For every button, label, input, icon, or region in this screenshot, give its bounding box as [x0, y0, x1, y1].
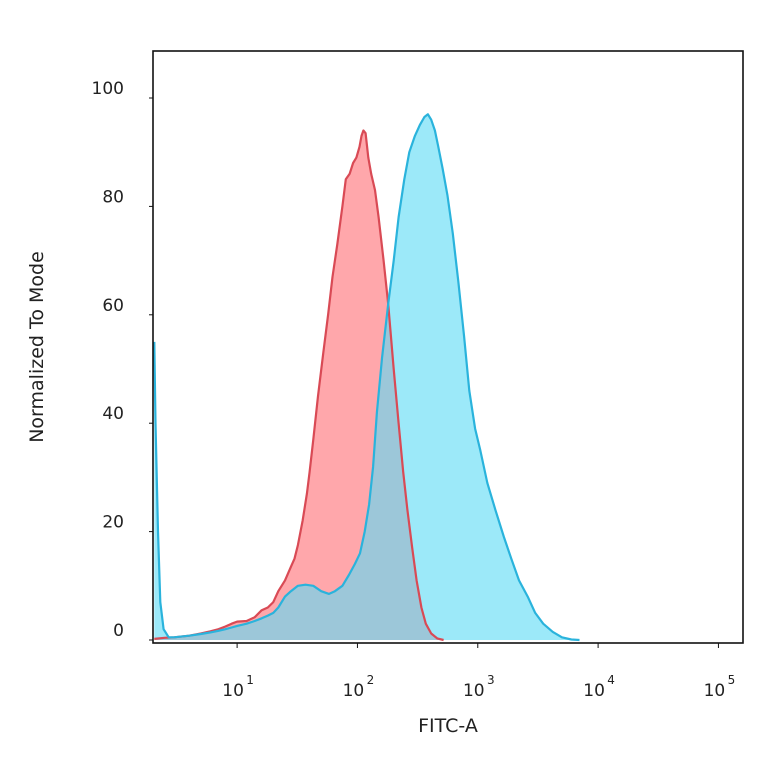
series-layer	[153, 113, 580, 642]
x-axis-label: FITC-A	[418, 715, 478, 737]
x-tick-label: 10	[583, 681, 605, 701]
y-tick-label: 100	[92, 79, 124, 99]
y-axis-label: Normalized To Mode	[26, 251, 48, 443]
y-tick-label: 40	[102, 404, 124, 424]
x-tick-label: 10	[463, 681, 485, 701]
y-tick-label: 0	[113, 621, 124, 641]
y-axis: 0 20 40 60 80 100	[92, 79, 153, 641]
series-1-line	[154, 129, 444, 642]
x-tick-exponent: 3	[487, 673, 495, 687]
x-tick-exponent: 5	[728, 673, 736, 687]
x-tick-exponent: 1	[246, 673, 254, 687]
x-tick-exponent: 4	[607, 673, 615, 687]
series-2-area	[154, 114, 580, 641]
y-tick-label: 20	[102, 513, 124, 533]
y-tick-label: 80	[102, 187, 124, 207]
series-2-line	[153, 113, 580, 642]
plot-frame	[152, 50, 744, 644]
y-tick-label: 60	[102, 296, 124, 316]
x-tick-label: 10	[704, 681, 726, 701]
x-tick-label: 10	[222, 681, 244, 701]
x-tick-label: 10	[343, 681, 365, 701]
x-tick-exponent: 2	[367, 673, 375, 687]
